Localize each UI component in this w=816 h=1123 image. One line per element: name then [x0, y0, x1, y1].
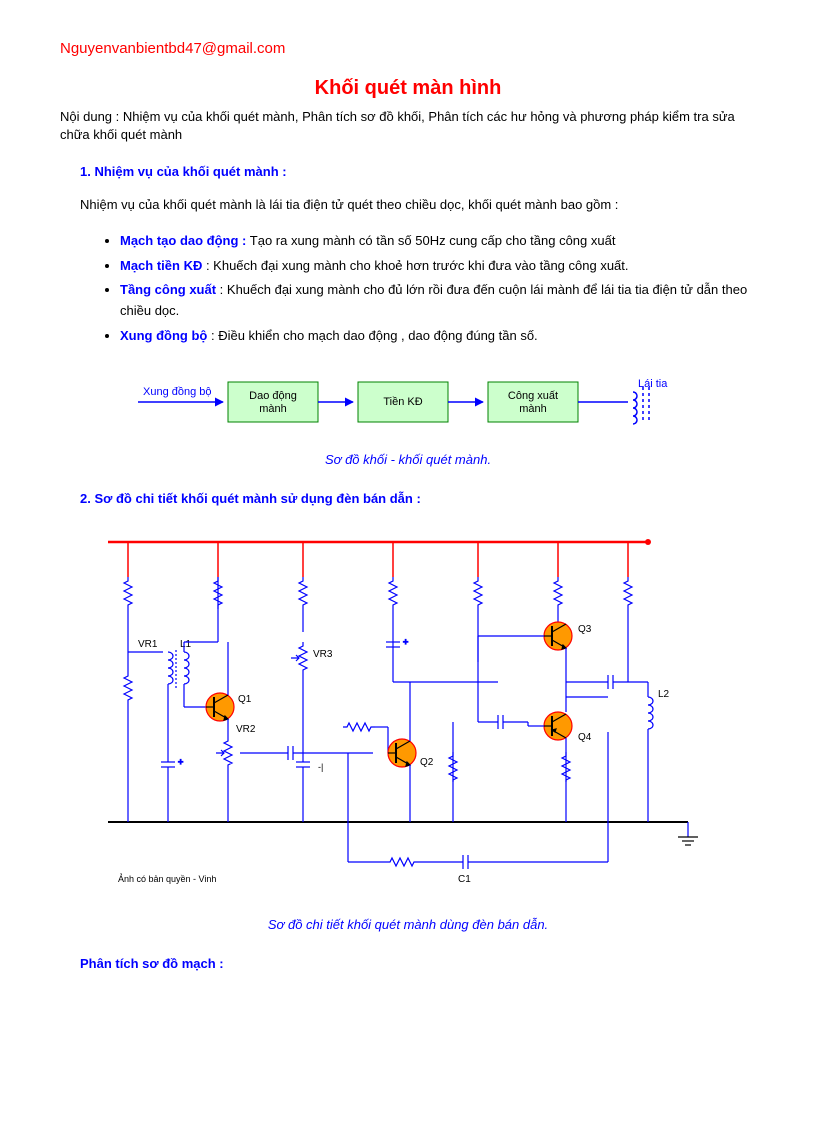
- list-item: Xung đồng bộ : Điều khiển cho mạch dao đ…: [120, 326, 756, 347]
- page-title: Khối quét màn hình: [60, 77, 756, 100]
- list-item: Mạch tiền KĐ : Khuếch đại xung mành cho …: [120, 256, 756, 277]
- svg-text:Dao động: Dao động: [249, 390, 297, 402]
- svg-text:C1: C1: [458, 874, 471, 885]
- section1-body: Nhiệm vụ của khối quét mành là lái tia đ…: [80, 195, 756, 215]
- list-item: Mạch tạo dao động : Tạo ra xung mành có …: [120, 231, 756, 252]
- svg-text:VR2: VR2: [236, 724, 256, 735]
- svg-text:Q4: Q4: [578, 732, 592, 743]
- svg-text:Ảnh có bản quyền - Vinh: Ảnh có bản quyền - Vinh: [118, 873, 216, 884]
- svg-text:L1: L1: [180, 639, 192, 650]
- term: Tầng công xuất: [120, 282, 216, 297]
- svg-text:Q1: Q1: [238, 694, 252, 705]
- svg-text:Q2: Q2: [420, 757, 434, 768]
- author-email: Nguyenvanbientbd47@gmail.com: [60, 40, 756, 57]
- caption-block-diagram: Sơ đồ khối - khối quét mành.: [60, 452, 756, 467]
- term: Mạch tiền KĐ: [120, 258, 202, 273]
- caption-circuit-diagram: Sơ đồ chi tiết khối quét mành dùng đèn b…: [60, 917, 756, 932]
- svg-text:mành: mành: [519, 403, 547, 415]
- svg-text:VR3: VR3: [313, 649, 333, 660]
- section3-heading: Phân tích sơ đồ mạch :: [80, 956, 756, 971]
- circuit-diagram: +: [60, 522, 756, 905]
- rest: : Điều khiển cho mạch dao động , dao độn…: [207, 328, 537, 343]
- svg-text:VR1: VR1: [138, 639, 158, 650]
- rest: : Khuếch đại xung mành cho khoẻ hơn trướ…: [202, 258, 628, 273]
- term: Mạch tạo dao động :: [120, 233, 246, 248]
- svg-text:Xung đồng bộ: Xung đồng bộ: [143, 386, 212, 398]
- svg-text:-|: -|: [318, 762, 323, 772]
- section1-heading: 1. Nhiệm vụ của khối quét mành :: [80, 164, 756, 179]
- rest: Tạo ra xung mành có tần số 50Hz cung cấp…: [246, 233, 615, 248]
- svg-text:L2: L2: [658, 689, 670, 700]
- term: Xung đồng bộ: [120, 328, 207, 343]
- svg-text:Tiền KĐ: Tiền KĐ: [383, 396, 422, 408]
- intro-text: Nội dung : Nhiệm vụ của khối quét mành, …: [60, 108, 756, 144]
- block-diagram: Xung đồng bộ Dao động mành Tiền KĐ Công …: [60, 367, 756, 440]
- svg-text:mành: mành: [259, 403, 287, 415]
- svg-text:Q3: Q3: [578, 624, 592, 635]
- list-item: Tầng công xuất : Khuếch đại xung mành ch…: [120, 280, 756, 322]
- svg-text:Công xuất: Công xuất: [508, 390, 558, 402]
- bullet-list: Mạch tạo dao động : Tạo ra xung mành có …: [120, 231, 756, 347]
- section2-heading: 2. Sơ đồ chi tiết khối quét mành sử dụng…: [80, 491, 756, 506]
